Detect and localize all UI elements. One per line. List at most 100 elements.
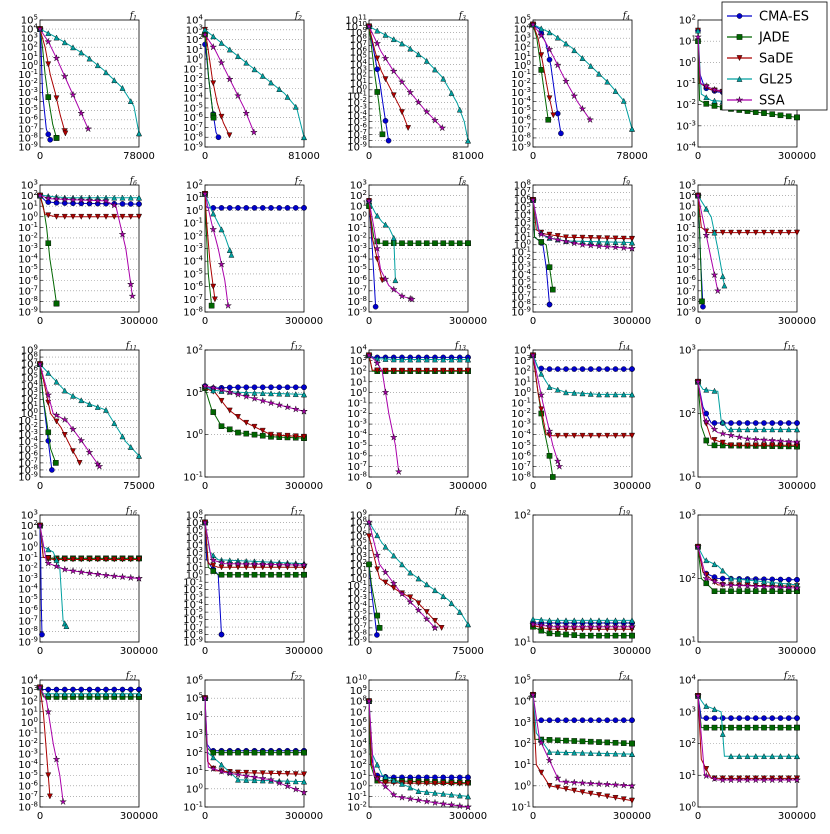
series-point [276, 390, 283, 397]
y-tick-label: 104 [514, 23, 532, 36]
series-point [456, 106, 463, 113]
series-point [699, 298, 705, 305]
x-tick-label: 0 [366, 646, 372, 657]
series-point [794, 229, 800, 236]
y-tick-label: 101 [186, 191, 203, 204]
x-tick-label: 81000 [452, 151, 484, 162]
series-point [259, 749, 266, 756]
series-point [381, 54, 390, 62]
y-tick-label: 10-9 [18, 471, 38, 484]
series-point [61, 432, 68, 438]
series-point [703, 101, 710, 107]
y-tick-label: 103 [21, 509, 38, 522]
series-line-JADE [204, 34, 215, 118]
series-point [251, 770, 258, 777]
series-point [736, 442, 743, 449]
series-point [628, 781, 636, 790]
series-point [226, 205, 233, 211]
series-point [45, 30, 52, 36]
series-point [777, 426, 784, 433]
y-tick-label: 10-6 [18, 449, 38, 462]
series-point [45, 690, 52, 697]
series-point [217, 58, 226, 67]
series-point [250, 559, 259, 568]
series-point [250, 773, 259, 781]
series-point [111, 420, 118, 427]
y-tick-label: 103 [186, 23, 203, 36]
x-tick-label: 300000 [449, 811, 487, 822]
series-point [769, 229, 776, 236]
y-tick-label: 10-6 [511, 113, 531, 126]
panel-f7: 10-810-710-610-510-410-310-210-110010110… [183, 176, 323, 327]
series-point [225, 769, 234, 777]
x-tick-label: 0 [202, 646, 208, 657]
panel-f24: 10-1 100 101 102 103 104 105 0 300000 f24 [511, 671, 651, 822]
y-tick-label: 102 [350, 189, 367, 202]
series-point [611, 622, 620, 631]
series-point [268, 431, 274, 438]
series-point [794, 426, 800, 433]
series-line-SSA [368, 200, 413, 300]
y-tick-label: 10-2 [183, 583, 203, 596]
y-tick-label: 10-2 [347, 231, 367, 244]
series-point [620, 750, 627, 757]
panel-title: f13 [454, 341, 466, 352]
y-tick-label: 10-2 [511, 77, 531, 90]
series-line-CMA-ES [697, 381, 797, 424]
y-tick-label: 102 [186, 344, 203, 357]
series-point [374, 612, 381, 619]
series-point [210, 568, 217, 574]
series-point [586, 115, 595, 124]
x-tick-label: 300000 [778, 481, 816, 492]
series-point [719, 715, 726, 721]
series-line-GL25 [204, 29, 305, 138]
series-line-CMA-ES [532, 24, 562, 134]
series-point [210, 80, 217, 87]
series-line-SaDE [532, 355, 632, 437]
series-point [596, 391, 602, 398]
series-point [259, 390, 266, 396]
series-point [394, 467, 403, 476]
y-tick-label: 10-5 [347, 439, 367, 452]
series-point [45, 131, 52, 138]
series-line-CMA-ES [532, 694, 632, 721]
series-point [629, 717, 635, 724]
series-point [374, 367, 381, 374]
series-point [111, 77, 118, 83]
y-tick-label: 102 [186, 33, 203, 46]
y-tick-label: 104 [21, 379, 39, 392]
y-tick-label: 107 [514, 186, 531, 199]
series-point [276, 749, 283, 756]
series-point [710, 85, 719, 94]
series-point [235, 384, 241, 391]
series-point [49, 467, 55, 473]
plot-frame [368, 19, 469, 148]
y-tick-label: 10-8 [183, 131, 203, 144]
x-tick-label: 300000 [449, 316, 487, 327]
plot-frame [532, 349, 633, 478]
y-tick-label: 10-3 [18, 748, 38, 761]
series-point [93, 196, 102, 205]
series-point [415, 788, 422, 794]
panel-title: f15 [783, 341, 795, 352]
series-point [550, 286, 556, 293]
series-point [415, 367, 422, 374]
series-point [53, 460, 59, 466]
series-line-GL25 [204, 522, 305, 565]
y-tick-label: 108 [350, 516, 367, 529]
series-point [562, 777, 570, 786]
series-point [275, 400, 284, 409]
series-point [61, 690, 68, 697]
panel-title: f1 [129, 11, 137, 22]
series-point [415, 575, 422, 582]
series-point [431, 623, 439, 632]
series-point [761, 229, 767, 236]
panel-f1: 10-910-810-710-610-510-410-310-210-11001… [18, 11, 155, 162]
series-point [571, 47, 578, 54]
y-tick-label: 105 [514, 674, 531, 687]
series-point [398, 77, 406, 86]
series-point [300, 560, 308, 569]
y-tick-label: 10-2 [18, 737, 38, 750]
y-tick-label: 104 [679, 674, 697, 687]
series-point [465, 780, 471, 787]
